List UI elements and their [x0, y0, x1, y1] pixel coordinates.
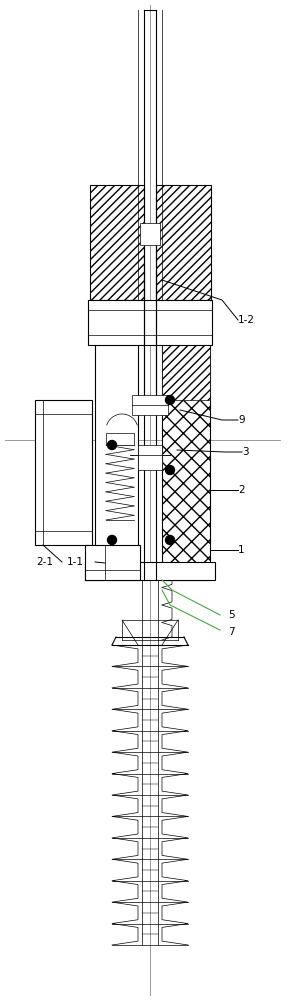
Bar — [156, 185, 211, 300]
Bar — [88, 300, 212, 345]
Circle shape — [166, 395, 175, 404]
Bar — [85, 545, 140, 580]
Text: 2-1: 2-1 — [36, 557, 54, 567]
Bar — [162, 320, 210, 580]
Bar — [162, 320, 210, 400]
Circle shape — [108, 440, 117, 450]
Text: 1-1: 1-1 — [66, 557, 83, 567]
Text: 2: 2 — [238, 485, 245, 495]
Text: 1-2: 1-2 — [238, 315, 255, 325]
Bar — [95, 320, 138, 550]
Bar — [138, 445, 162, 470]
Text: 7: 7 — [228, 627, 235, 637]
Bar — [106, 433, 134, 445]
Bar — [90, 185, 144, 300]
Bar — [85, 562, 215, 580]
Text: 9: 9 — [238, 415, 245, 425]
Bar — [35, 400, 92, 545]
Circle shape — [108, 536, 117, 544]
Circle shape — [166, 536, 175, 544]
Bar — [162, 320, 210, 580]
Circle shape — [166, 466, 175, 475]
Bar — [140, 223, 160, 245]
Text: 1: 1 — [238, 545, 245, 555]
Bar — [132, 395, 168, 415]
Text: 5: 5 — [228, 610, 235, 620]
Text: 3: 3 — [242, 447, 249, 457]
